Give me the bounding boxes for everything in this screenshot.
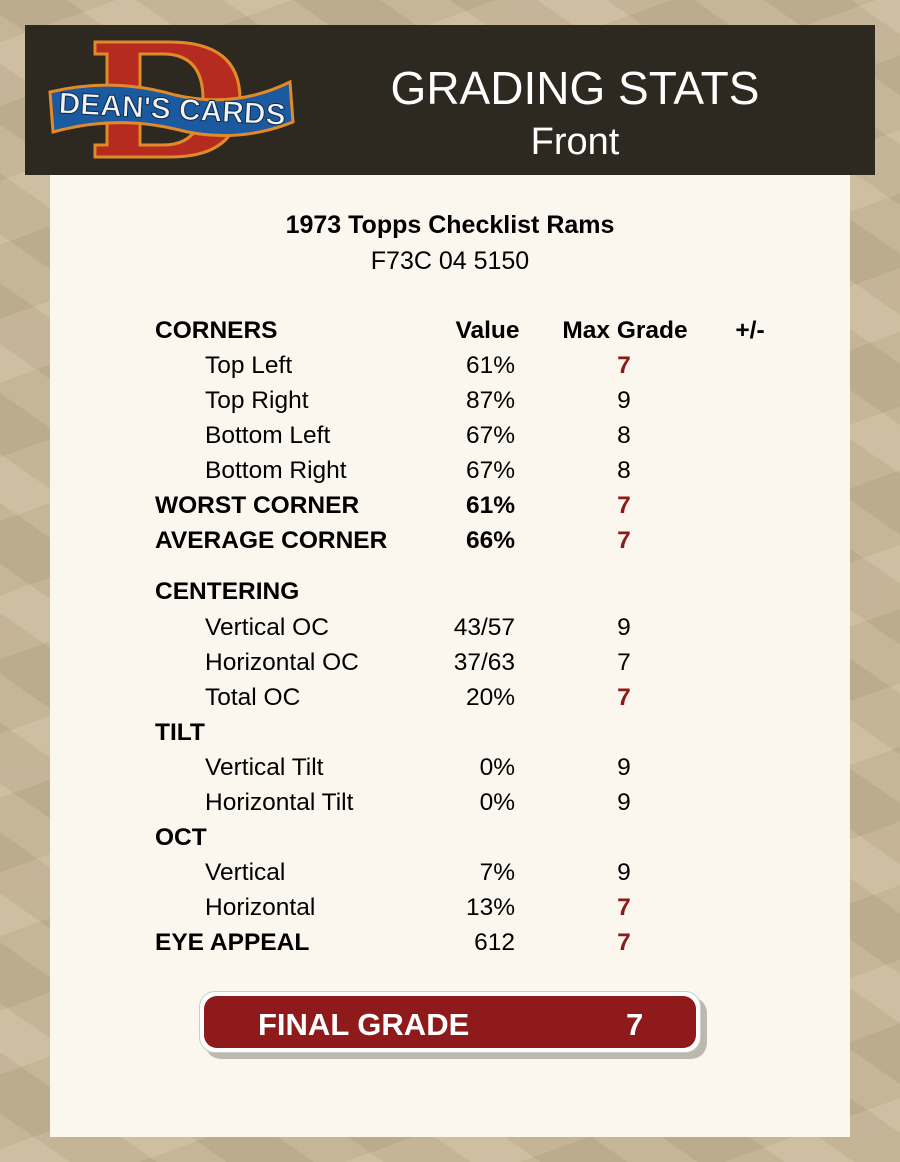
stat-label: Vertical Tilt [205,754,324,781]
page-title: GRADING STATS [390,62,760,114]
stat-value: 13% [465,894,515,921]
final-grade-panel: FINAL GRADE 7 [199,991,701,1053]
stat-label: Vertical [205,859,286,886]
stat-value: 37/63 [453,649,515,676]
stat-max-grade: 7 [617,492,631,519]
stat-value: 612 [474,929,515,956]
stat-max-grade: 8 [617,422,631,449]
header: DEAN'S CARDS GRADING STATS Front [25,25,875,175]
stat-max-grade: 7 [617,352,631,379]
stat-max-grade: 9 [617,614,631,641]
corners-header-row: CORNERS Value Max Grade +/- [0,317,900,352]
stat-label: Total OC [205,684,301,711]
card-name: 1973 Topps Checklist Rams [285,211,615,239]
stat-label: AVERAGE CORNER [155,527,388,554]
stat-max-grade: 9 [617,754,631,781]
stat-row: Vertical Tilt 0% 9 [0,754,900,789]
stat-row: Horizontal Tilt 0% 9 [0,789,900,824]
section-label: CENTERING [155,578,300,605]
stat-value: 43/57 [453,614,515,641]
stat-label: Bottom Right [205,457,347,484]
stat-max-grade: 9 [617,789,631,816]
stat-label: WORST CORNER [155,492,360,519]
stats-card [50,160,850,1137]
stat-value: 0% [479,789,515,816]
stat-max-grade: 7 [617,684,631,711]
stat-row: Vertical 7% 9 [0,859,900,894]
stat-label: Horizontal OC [205,649,359,676]
stat-row: EYE APPEAL 612 7 [0,929,900,964]
card-id: F73C 04 5150 [370,247,530,275]
page-subtitle: Front [530,121,620,163]
stat-value: 67% [465,457,515,484]
final-grade-label: FINAL GRADE [258,1007,470,1042]
stat-row: Horizontal OC 37/63 7 [0,649,900,684]
stat-max-grade: 9 [617,859,631,886]
stat-max-grade: 8 [617,457,631,484]
stat-row: Horizontal 13% 7 [0,894,900,929]
stat-max-grade: 9 [617,387,631,414]
stat-row: AVERAGE CORNER 66% 7 [0,527,900,562]
stat-label: Vertical OC [205,614,329,641]
section-header-row: CENTERING [0,578,900,613]
stat-value: 0% [479,754,515,781]
stat-label: Bottom Left [205,422,331,449]
column-max-grade-header: Max Grade [562,317,688,344]
stat-label: Horizontal Tilt [205,789,354,816]
stat-row: Bottom Left 67% 8 [0,422,900,457]
deans-cards-logo: DEAN'S CARDS [48,40,295,159]
column-value-header: Value [455,317,520,344]
section-header-row: TILT [0,719,900,754]
stat-value: 87% [465,387,515,414]
stat-value: 61% [465,352,515,379]
stat-max-grade: 7 [617,894,631,921]
stat-row: Total OC 20% 7 [0,684,900,719]
stat-row: WORST CORNER 61% 7 [0,492,900,527]
stat-max-grade: 7 [617,527,631,554]
final-grade-value: 7 [626,1007,644,1042]
stat-value: 67% [465,422,515,449]
stat-label: EYE APPEAL [155,929,310,956]
stat-value: 20% [465,684,515,711]
stat-max-grade: 7 [617,929,631,956]
section-label: CORNERS [155,317,278,344]
stat-label: Top Right [205,387,309,414]
stat-label: Horizontal [205,894,316,921]
stat-value: 7% [479,859,515,886]
section-label: TILT [155,719,205,746]
stat-value: 66% [465,527,515,554]
section-label: OCT [155,824,207,851]
stat-max-grade: 7 [617,649,631,676]
stat-row: Top Right 87% 9 [0,387,900,422]
section-header-row: OCT [0,824,900,859]
stat-label: Top Left [205,352,293,379]
column-plus-minus-header: +/- [735,317,765,344]
stat-row: Top Left 61% 7 [0,352,900,387]
stat-row: Bottom Right 67% 8 [0,457,900,492]
stat-row: Vertical OC 43/57 9 [0,614,900,649]
stat-value: 61% [465,492,515,519]
